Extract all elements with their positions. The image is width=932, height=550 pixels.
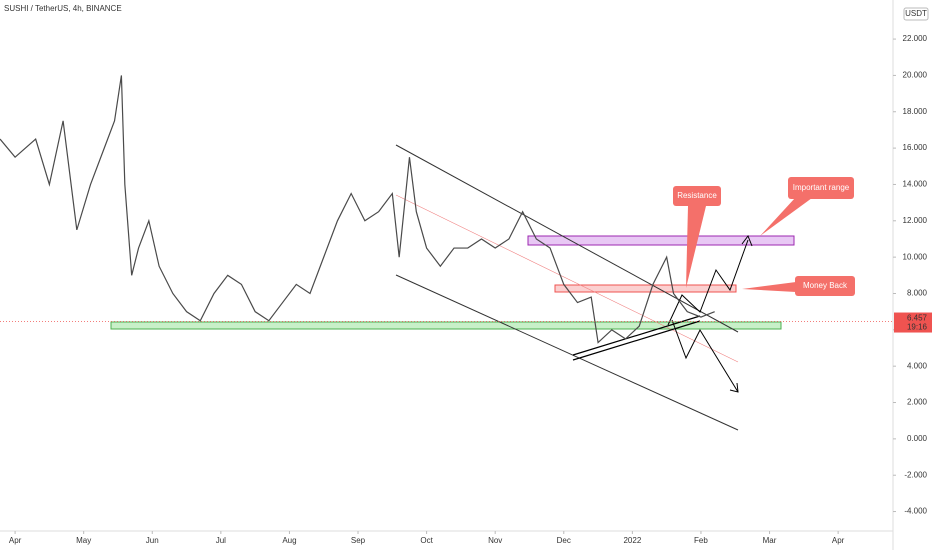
y-tick-label: 10.000 bbox=[903, 252, 928, 261]
y-tick-label: 18.000 bbox=[903, 107, 928, 116]
y-tick-label: 22.000 bbox=[903, 34, 928, 43]
y-tick-label: 8.000 bbox=[907, 289, 928, 298]
callout-tail bbox=[760, 198, 812, 236]
x-tick-label: Nov bbox=[488, 536, 502, 545]
y-tick-label: 12.000 bbox=[903, 216, 928, 225]
callout-label: Money Back bbox=[803, 281, 848, 290]
support-zone bbox=[110, 321, 782, 330]
unit-box bbox=[903, 7, 929, 21]
y-tick-label: -2.000 bbox=[904, 470, 927, 479]
y-tick-label: 4.000 bbox=[907, 361, 928, 370]
callout bbox=[788, 177, 854, 199]
bull-path bbox=[667, 239, 749, 326]
x-tick-label: Jun bbox=[146, 536, 159, 545]
trend-line bbox=[572, 320, 701, 361]
countdown-label: 19:16 bbox=[907, 323, 928, 332]
callout bbox=[795, 276, 855, 296]
x-tick-label: Aug bbox=[282, 536, 296, 545]
x-tick-label: Jul bbox=[216, 536, 226, 545]
y-tick-label: 0.000 bbox=[907, 434, 928, 443]
price-line bbox=[0, 75, 715, 344]
y-tick-label: 20.000 bbox=[903, 71, 928, 80]
unit-label: USDT bbox=[905, 9, 927, 18]
x-tick-label: May bbox=[76, 536, 91, 545]
x-tick-label: Dec bbox=[557, 536, 571, 545]
trend-line bbox=[572, 315, 701, 356]
x-tick-label: Feb bbox=[694, 536, 708, 545]
channel-bottom bbox=[395, 274, 739, 431]
x-tick-label: 2022 bbox=[623, 536, 641, 545]
x-tick-label: Sep bbox=[351, 536, 366, 545]
chart-title: SUSHI / TetherUS, 4h, BINANCE bbox=[4, 4, 122, 13]
current-price-label: 6.457 bbox=[907, 314, 928, 323]
callout-label: Important range bbox=[793, 183, 850, 192]
callout-label: Resistance bbox=[677, 191, 717, 200]
y-tick-label: 2.000 bbox=[907, 398, 928, 407]
x-tick-label: Apr bbox=[832, 536, 845, 545]
resistance-zone bbox=[527, 235, 795, 246]
callout bbox=[673, 186, 721, 206]
money-back-zone bbox=[554, 284, 737, 293]
channel-mid bbox=[395, 194, 739, 363]
channel-top bbox=[395, 144, 739, 333]
price-badge bbox=[894, 312, 932, 333]
y-tick-label: -4.000 bbox=[904, 507, 927, 516]
callout-tail bbox=[742, 282, 796, 292]
x-tick-label: Apr bbox=[9, 536, 22, 545]
y-tick-label: 14.000 bbox=[903, 180, 928, 189]
x-tick-label: Mar bbox=[763, 536, 777, 545]
bear-path bbox=[671, 319, 739, 393]
callout-tail bbox=[686, 206, 706, 288]
arrow-head bbox=[729, 382, 739, 393]
x-tick-label: Oct bbox=[420, 536, 433, 545]
arrow-head bbox=[741, 234, 753, 247]
y-tick-label: 16.000 bbox=[903, 143, 928, 152]
